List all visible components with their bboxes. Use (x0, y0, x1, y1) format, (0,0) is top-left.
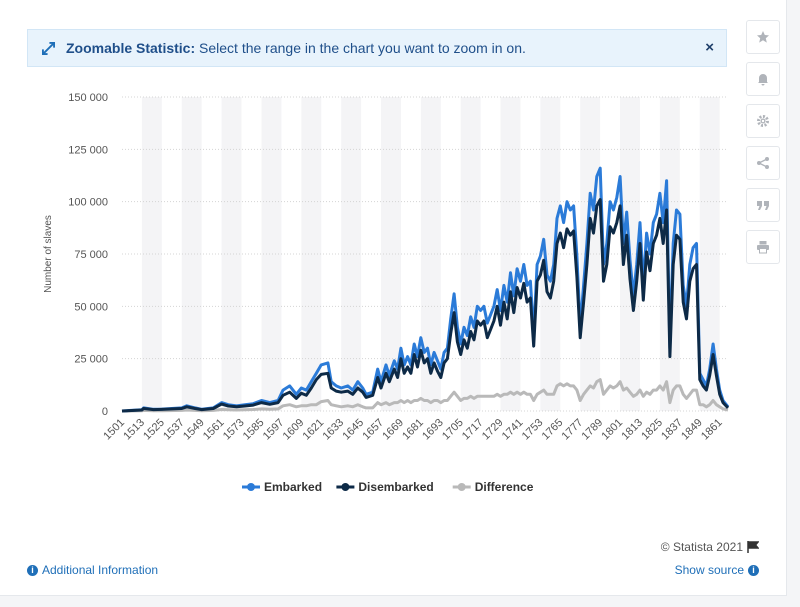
statista-credit: © Statista 2021 (661, 540, 759, 554)
x-tick-label: 1657 (360, 417, 386, 443)
x-tick-label: 1585 (241, 417, 267, 443)
legend-swatch-marker (341, 483, 350, 491)
plot-band (420, 97, 441, 411)
info-icon: i (27, 564, 38, 576)
x-tick-label: 1669 (380, 417, 406, 443)
bell-icon (758, 74, 768, 86)
legend-item-disembarked[interactable]: Disembarked (358, 480, 433, 494)
y-tick-label: 25 000 (74, 354, 108, 366)
plot-band (659, 97, 680, 411)
legend-swatch-marker (247, 483, 255, 491)
show-source-label: Show source (674, 563, 744, 577)
x-tick-label: 1693 (420, 417, 446, 443)
y-tick-label: 125 000 (68, 144, 108, 156)
plot-band (341, 97, 362, 411)
y-tick-label: 150 000 (68, 92, 108, 104)
y-tick-label: 100 000 (68, 197, 108, 209)
x-tick-label: 1813 (619, 417, 645, 443)
plot-band (221, 97, 242, 411)
x-tick-label: 1801 (599, 417, 625, 443)
gear-icon (757, 115, 769, 127)
print-button[interactable] (746, 230, 780, 264)
x-tick-label: 1681 (400, 417, 426, 443)
plot-band (381, 97, 401, 411)
plot-band (500, 97, 521, 411)
chart-card: Zoomable Statistic: Select the range in … (0, 0, 787, 596)
x-tick-label: 1765 (540, 417, 566, 443)
additional-information-label: Additional Information (42, 563, 159, 577)
flag-icon[interactable] (747, 541, 759, 553)
favorite-button[interactable] (746, 20, 780, 54)
x-tick-label: 1777 (560, 417, 586, 443)
series-line-disembarked[interactable] (121, 198, 730, 413)
series-line-embarked[interactable] (121, 166, 730, 413)
share-icon (757, 157, 769, 169)
banner-title: Zoomable Statistic: (66, 40, 196, 56)
x-tick-label: 1525 (141, 417, 167, 443)
x-tick-label: 1789 (579, 417, 605, 443)
plot-band (261, 97, 282, 411)
info-icon: i (748, 564, 759, 576)
x-tick-label: 1705 (440, 417, 466, 443)
x-tick-label: 1597 (261, 417, 287, 443)
x-tick-label: 1837 (659, 417, 685, 443)
x-tick-label: 1501 (101, 417, 127, 443)
x-tick-label: 1573 (221, 417, 247, 443)
x-tick-label: 1861 (699, 417, 725, 443)
x-tick-label: 1717 (460, 417, 486, 443)
x-tick-label: 1549 (181, 417, 207, 443)
plot-band (141, 97, 162, 411)
x-tick-label: 1741 (500, 417, 526, 443)
legend-item-embarked[interactable]: Embarked (264, 480, 322, 494)
y-tick-label: 75 000 (74, 249, 108, 261)
credit-text: © Statista 2021 (660, 540, 743, 554)
star-icon (757, 31, 769, 43)
banner-text: Zoomable Statistic: Select the range in … (66, 40, 526, 56)
expand-icon (42, 41, 56, 55)
close-button[interactable]: × (705, 39, 714, 56)
x-tick-label: 1825 (639, 417, 665, 443)
legend-swatch-marker (457, 483, 466, 491)
notification-button[interactable] (746, 62, 780, 96)
y-tick-label: 0 (102, 406, 108, 418)
line-chart[interactable]: 0 25 000 50 000 75 000 100 000 125 000 150 000… (0, 80, 745, 510)
x-tick-label: 1729 (480, 417, 506, 443)
cite-button[interactable] (746, 188, 780, 222)
x-tick-label: 1621 (301, 417, 327, 443)
x-tick-label: 1561 (201, 417, 227, 443)
x-tick-label: 1537 (161, 417, 187, 443)
x-tick-label: 1645 (340, 417, 366, 443)
settings-button[interactable] (746, 104, 780, 138)
x-tick-label: 1753 (520, 417, 546, 443)
x-tick-label: 1633 (320, 417, 346, 443)
y-axis-label: Number of slaves (43, 215, 54, 293)
series-line-difference[interactable] (121, 378, 729, 413)
plot-band (540, 97, 561, 411)
additional-information-link[interactable]: i Additional Information (27, 563, 158, 577)
zoom-banner: Zoomable Statistic: Select the range in … (27, 29, 727, 67)
banner-message: Select the range in the chart you want t… (199, 40, 526, 56)
x-tick-label: 1609 (281, 417, 307, 443)
quote-icon (757, 201, 769, 210)
show-source-link[interactable]: Show source i (675, 563, 759, 577)
print-icon (757, 241, 769, 254)
y-tick-label: 50 000 (74, 301, 108, 313)
x-tick-label: 1849 (679, 417, 705, 443)
plot-band (699, 97, 720, 411)
x-tick-label: 1513 (121, 417, 147, 443)
share-button[interactable] (746, 146, 780, 180)
legend-item-difference[interactable]: Difference (475, 480, 534, 494)
